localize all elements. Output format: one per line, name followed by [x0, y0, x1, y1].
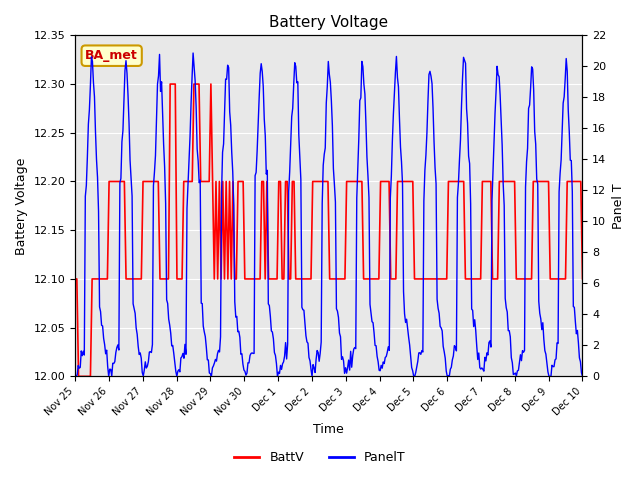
- PanelT: [488, 197, 496, 203]
- PanelT: [568, 157, 575, 163]
- PanelT: [314, 348, 321, 353]
- BattV: [385, 179, 393, 184]
- PanelT: [189, 50, 197, 56]
- PanelT: [374, 359, 382, 365]
- BattV: [75, 373, 83, 379]
- BattV: [502, 179, 510, 184]
- Y-axis label: Panel T: Panel T: [612, 183, 625, 228]
- BattV: [579, 276, 586, 282]
- PanelT: [579, 373, 586, 379]
- PanelT: [316, 350, 324, 356]
- Line: PanelT: PanelT: [75, 53, 582, 376]
- Legend: BattV, PanelT: BattV, PanelT: [229, 446, 411, 469]
- Line: BattV: BattV: [75, 84, 582, 376]
- Text: BA_met: BA_met: [85, 49, 138, 62]
- Y-axis label: Battery Voltage: Battery Voltage: [15, 157, 28, 254]
- BattV: [377, 179, 385, 184]
- PanelT: [347, 348, 355, 354]
- X-axis label: Time: Time: [314, 423, 344, 436]
- BattV: [71, 276, 79, 282]
- BattV: [375, 276, 383, 282]
- BattV: [73, 276, 81, 282]
- PanelT: [71, 373, 79, 379]
- BattV: [534, 179, 542, 184]
- Title: Battery Voltage: Battery Voltage: [269, 15, 388, 30]
- BattV: [166, 81, 174, 87]
